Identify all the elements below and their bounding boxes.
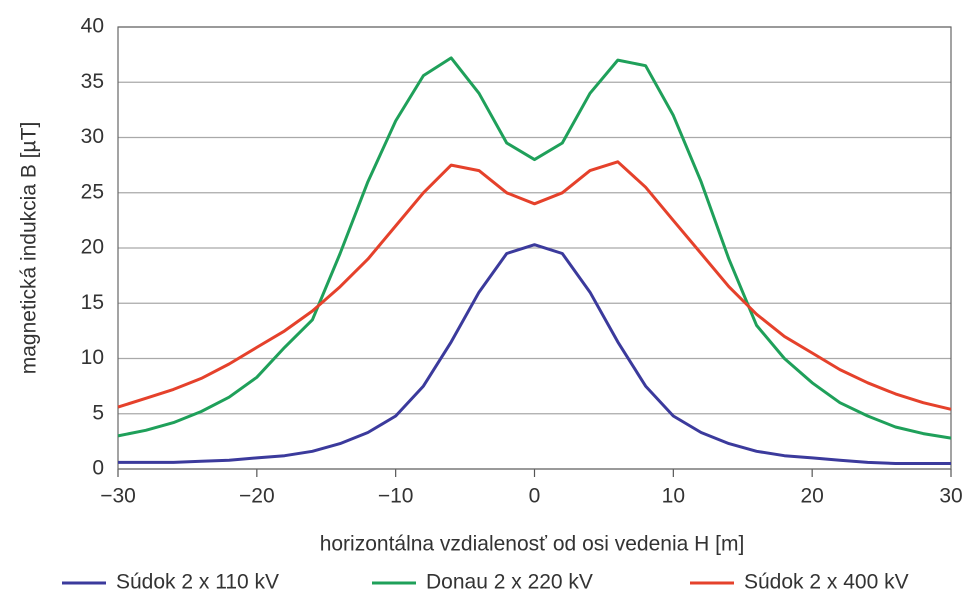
- line-series: [118, 243, 951, 465]
- x-tick-label: 30: [939, 485, 962, 508]
- y-tick-label: 15: [81, 291, 104, 314]
- x-axis-label: horizontálna vzdialenosť od osi vedenia …: [320, 533, 745, 556]
- x-tick-label: −20: [239, 485, 275, 508]
- y-tick-label: 5: [92, 401, 104, 424]
- y-tick-label: 0: [92, 457, 104, 480]
- legend-label: Donau 2 x 220 kV: [426, 571, 593, 594]
- y-tick-label: 30: [81, 125, 104, 148]
- x-tick-label: 10: [662, 485, 685, 508]
- legend-label: Súdok 2 x 400 kV: [744, 571, 909, 594]
- y-tick-label: 25: [81, 180, 104, 203]
- y-axis-label: magnetická indukcia B [µT]: [18, 122, 41, 375]
- y-tick-label: 10: [81, 346, 104, 369]
- y-tick-label: 35: [81, 70, 104, 93]
- line-series: [117, 160, 952, 411]
- x-tick-label: 0: [529, 485, 541, 508]
- y-tick-label: 40: [81, 15, 104, 38]
- y-tick-label: 20: [81, 236, 104, 259]
- x-tick-label: −30: [100, 485, 136, 508]
- line-series: [117, 56, 952, 440]
- x-tick-label: −10: [378, 485, 414, 508]
- legend-label: Súdok 2 x 110 kV: [116, 571, 279, 594]
- plot-frame: [117, 26, 952, 470]
- x-tick-label: 20: [800, 485, 823, 508]
